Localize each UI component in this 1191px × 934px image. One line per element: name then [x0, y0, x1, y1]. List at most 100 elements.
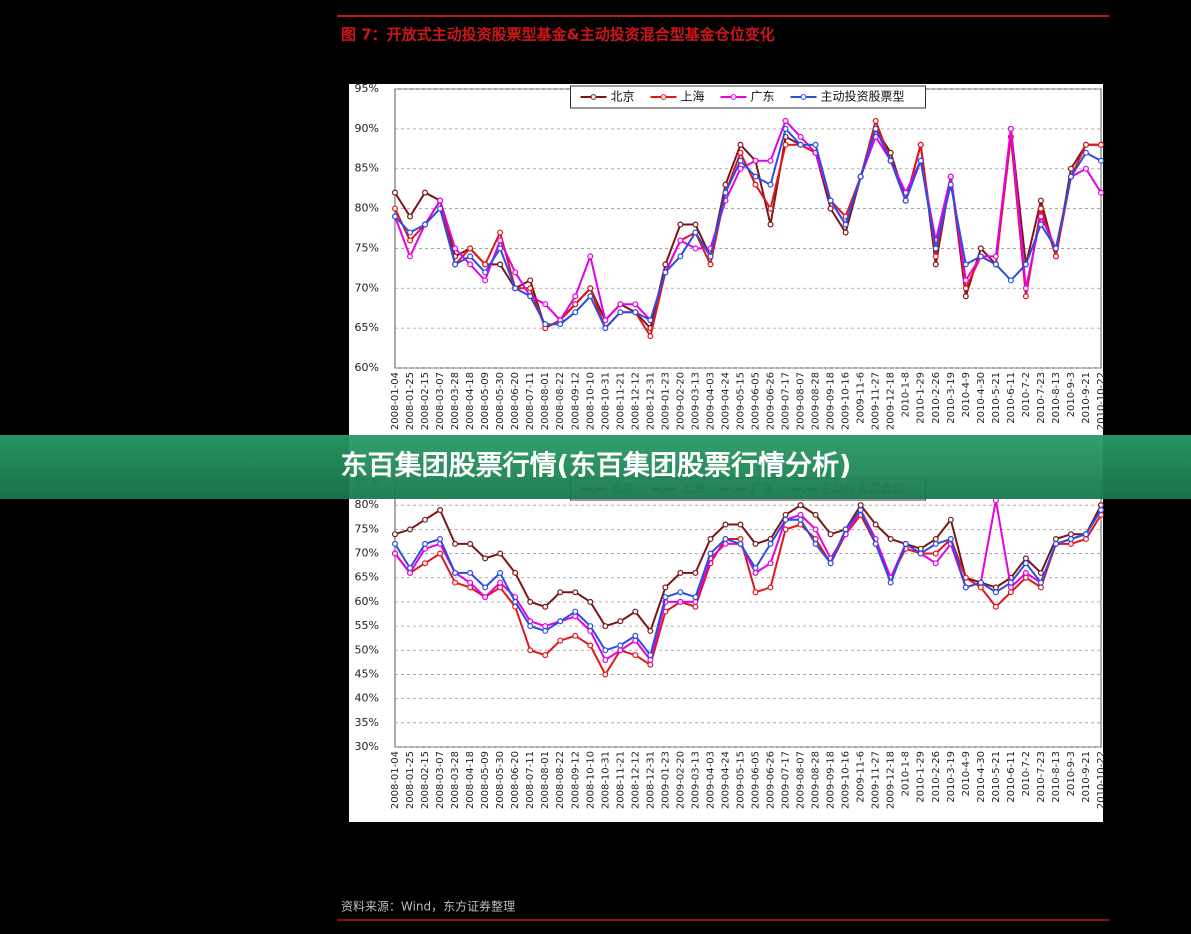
y-tick-label: 80% — [355, 498, 379, 511]
x-tick-label: 2010-4-9 — [961, 751, 972, 796]
x-tick-label: 2008-03-28 — [450, 751, 461, 809]
x-tick-label: 2010-3-19 — [946, 372, 957, 424]
data-point — [497, 229, 504, 236]
x-tick-label: 2008-06-20 — [510, 751, 521, 809]
data-point — [647, 652, 654, 659]
data-point — [452, 569, 459, 576]
data-point — [662, 594, 669, 601]
data-point — [932, 536, 939, 543]
data-point — [872, 117, 879, 124]
data-point — [767, 221, 774, 228]
data-point — [407, 213, 414, 220]
data-point — [737, 157, 744, 164]
data-point — [962, 584, 969, 591]
y-tick-label: 55% — [355, 619, 379, 632]
x-tick-label: 2008-03-28 — [450, 372, 461, 430]
data-point — [527, 277, 534, 284]
data-point — [827, 197, 834, 204]
data-point — [512, 269, 519, 276]
x-tick-label: 2009-06-05 — [751, 372, 762, 430]
data-point — [947, 516, 954, 523]
data-point — [602, 623, 609, 630]
data-point — [467, 245, 474, 252]
data-point — [1037, 584, 1044, 591]
x-tick-label: 2009-05-15 — [735, 751, 746, 809]
x-tick-label: 2008-01-04 — [390, 751, 401, 809]
data-point — [1037, 579, 1044, 586]
y-tick-label: 45% — [355, 667, 379, 680]
data-point — [407, 526, 414, 533]
x-tick-label: 2009-03-13 — [690, 372, 701, 430]
data-point — [902, 540, 909, 547]
data-point — [617, 647, 624, 654]
data-point — [1007, 125, 1014, 132]
data-point — [827, 560, 834, 567]
data-point — [647, 333, 654, 340]
data-point — [587, 598, 594, 605]
x-tick-label: 2008-05-30 — [495, 372, 506, 430]
data-point — [497, 579, 504, 586]
data-point — [662, 584, 669, 591]
data-point — [527, 598, 534, 605]
y-tick-label: 80% — [355, 202, 379, 215]
x-tick-label: 2010-1-29 — [916, 751, 927, 803]
data-point — [812, 526, 819, 533]
data-point — [992, 589, 999, 596]
x-tick-label: 2009-03-13 — [690, 751, 701, 809]
data-point — [707, 253, 714, 260]
data-point — [782, 516, 789, 523]
data-point — [782, 141, 789, 148]
data-point — [587, 285, 594, 292]
data-point — [1022, 293, 1029, 300]
data-point — [737, 536, 744, 543]
data-point — [887, 157, 894, 164]
data-point — [1007, 584, 1014, 591]
legend-marker — [590, 94, 597, 100]
x-tick-label: 2009-02-20 — [675, 751, 686, 809]
data-point — [452, 245, 459, 252]
data-point — [1022, 555, 1029, 562]
y-tick-label: 95% — [355, 82, 379, 95]
data-point — [857, 502, 864, 509]
x-tick-label: 2009-06-26 — [766, 372, 777, 430]
data-point — [422, 560, 429, 567]
data-point — [482, 584, 489, 591]
data-point — [782, 125, 789, 132]
data-point — [572, 309, 579, 316]
data-point — [602, 317, 609, 324]
data-point — [962, 285, 969, 292]
data-point — [1067, 540, 1074, 547]
x-tick-label: 2010-5-21 — [991, 751, 1002, 803]
data-point — [932, 550, 939, 557]
data-point — [662, 261, 669, 268]
data-point — [1067, 536, 1074, 543]
data-point — [677, 589, 684, 596]
data-point — [392, 189, 399, 196]
series-line — [394, 500, 1102, 663]
x-tick-label: 2009-06-26 — [766, 751, 777, 809]
data-point — [467, 261, 474, 268]
data-point — [917, 157, 924, 164]
data-point — [887, 579, 894, 586]
data-point — [1082, 536, 1089, 543]
data-point — [782, 117, 789, 124]
x-tick-label: 2008-12-12 — [630, 751, 641, 809]
plot-area — [394, 480, 1102, 748]
x-tick-label: 2010-5-21 — [991, 372, 1002, 424]
y-tick-label: 65% — [355, 571, 379, 584]
data-point — [392, 550, 399, 557]
data-point — [392, 213, 399, 220]
x-tick-label: 2010-4-30 — [976, 751, 987, 803]
data-point — [872, 540, 879, 547]
y-tick-label: 85% — [355, 162, 379, 175]
data-point — [1097, 189, 1104, 196]
data-point — [692, 594, 699, 601]
data-point — [542, 301, 549, 308]
data-point — [542, 627, 549, 634]
legend-box — [570, 85, 926, 109]
data-point — [692, 229, 699, 236]
data-point — [752, 181, 759, 188]
x-tick-label: 2008-07-11 — [525, 751, 536, 809]
data-point — [437, 536, 444, 543]
data-point — [482, 261, 489, 268]
